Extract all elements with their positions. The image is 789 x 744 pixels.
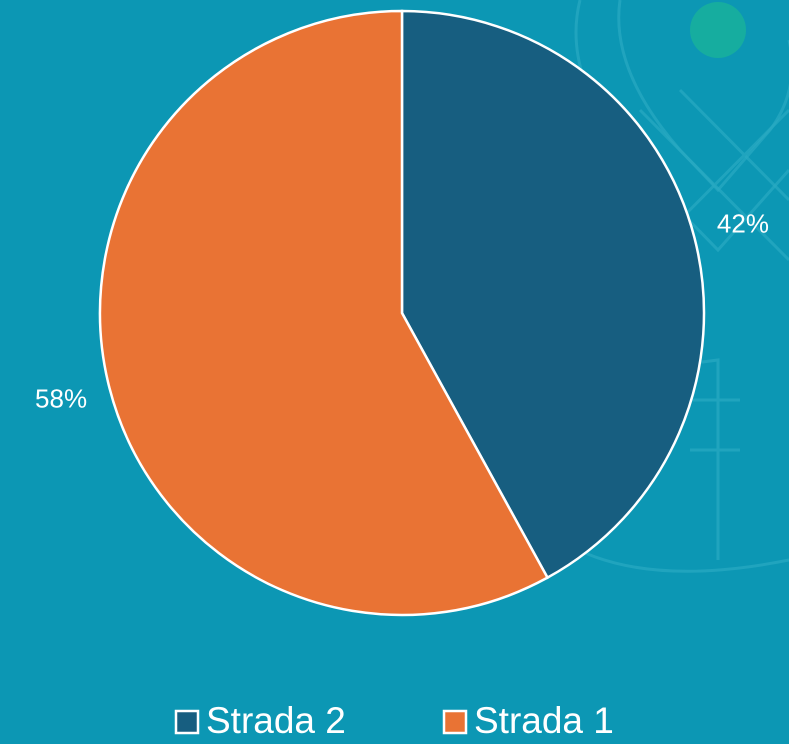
decor-dot bbox=[690, 2, 746, 58]
legend-label: Strada 1 bbox=[474, 700, 614, 741]
legend-label: Strada 2 bbox=[206, 700, 346, 741]
legend-swatch bbox=[174, 709, 200, 735]
data-label: 58% bbox=[35, 383, 87, 413]
data-label: 42% bbox=[717, 208, 769, 238]
legend-swatch bbox=[442, 709, 468, 735]
pie-slice bbox=[400, 9, 706, 580]
pie: 42% 58% bbox=[35, 9, 769, 617]
legend: Strada 2 Strada 1 bbox=[174, 700, 614, 741]
pie-slice bbox=[98, 9, 550, 617]
